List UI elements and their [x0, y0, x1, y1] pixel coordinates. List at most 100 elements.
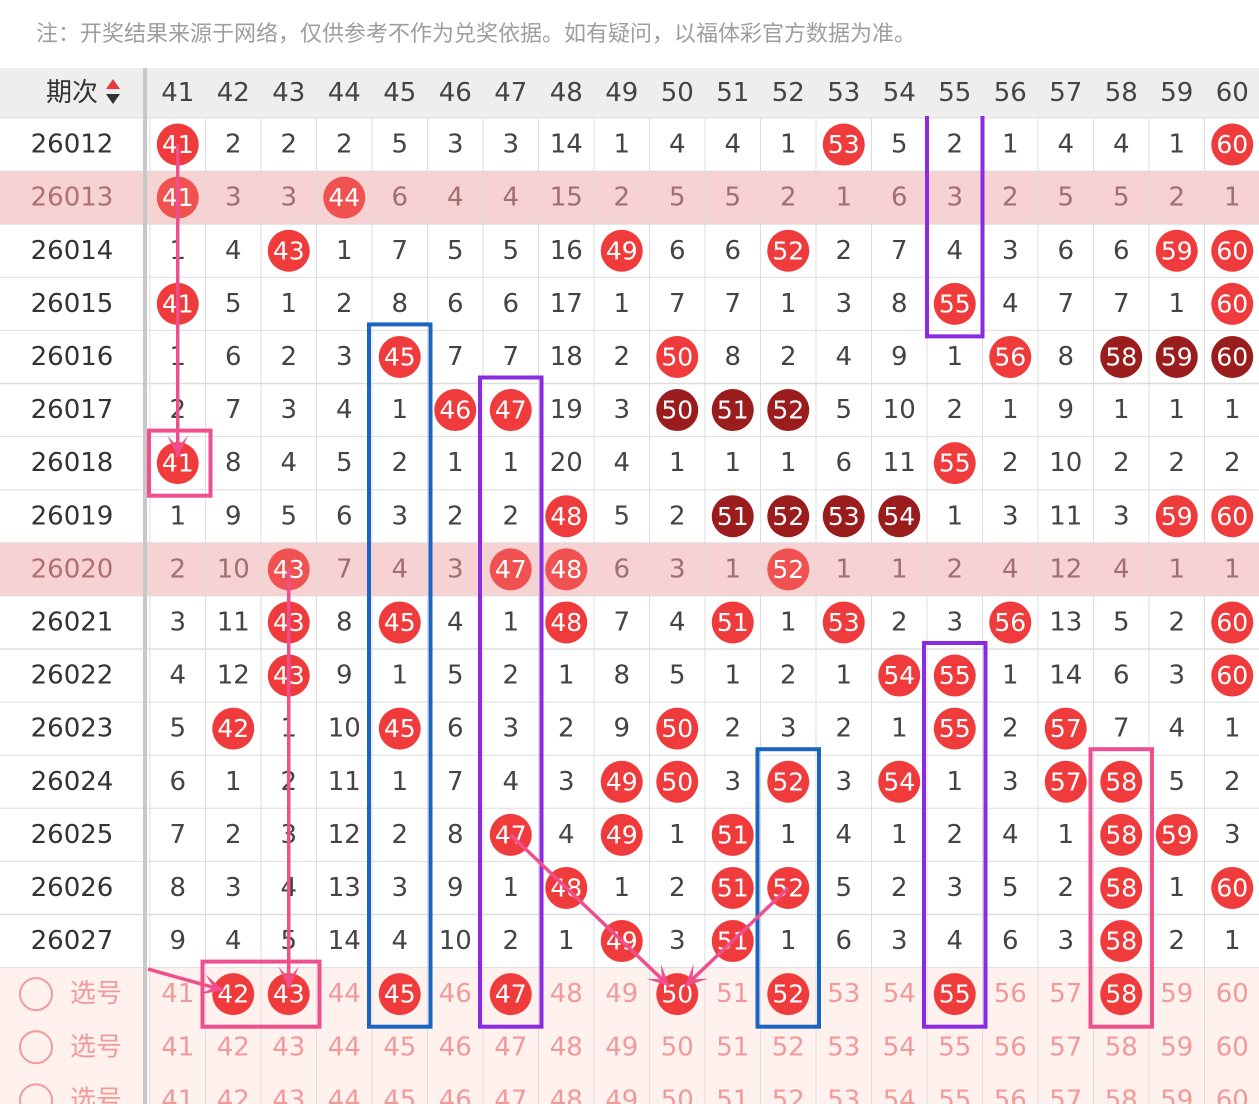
draw-ball — [1211, 282, 1254, 325]
ball-number: 44 — [328, 183, 360, 212]
selected-number[interactable]: 47 — [495, 980, 527, 1009]
pick-radio[interactable] — [19, 977, 53, 1012]
pick-number[interactable]: 42 — [217, 1085, 250, 1104]
pick-number[interactable]: 54 — [883, 1032, 916, 1062]
pick-number[interactable]: 41 — [161, 1085, 194, 1104]
selected-number[interactable]: 58 — [1105, 980, 1137, 1009]
pick-number[interactable]: 54 — [883, 979, 916, 1009]
pick-number[interactable]: 45 — [383, 1085, 416, 1104]
miss-count: 7 — [169, 820, 186, 850]
pick-number[interactable]: 57 — [1049, 1085, 1082, 1104]
pick-number[interactable]: 60 — [1216, 1085, 1249, 1104]
pick-number[interactable]: 49 — [605, 1085, 638, 1104]
miss-count: 5 — [391, 130, 408, 160]
pick-number[interactable]: 53 — [827, 1085, 860, 1104]
pick-number[interactable]: 56 — [994, 1032, 1027, 1062]
pick-number[interactable]: 54 — [883, 1085, 916, 1104]
draw-ball — [711, 601, 754, 644]
draw-ball — [1155, 813, 1198, 856]
miss-count: 14 — [328, 926, 361, 956]
pick-number[interactable]: 49 — [605, 979, 638, 1009]
ball-number: 60 — [1216, 342, 1248, 371]
selected-ball[interactable] — [1100, 973, 1143, 1016]
pick-number[interactable]: 59 — [1160, 1085, 1193, 1104]
miss-count: 4 — [391, 926, 408, 956]
pick-number[interactable]: 60 — [1216, 979, 1249, 1009]
pick-number[interactable]: 52 — [772, 1032, 805, 1062]
pick-number[interactable]: 60 — [1216, 1032, 1249, 1062]
pick-number[interactable]: 55 — [938, 1085, 971, 1104]
miss-count: 6 — [1057, 236, 1074, 266]
ball-number: 47 — [495, 555, 527, 584]
pick-radio[interactable] — [19, 1030, 53, 1065]
selected-ball[interactable] — [212, 973, 255, 1016]
pick-number[interactable]: 48 — [550, 1085, 583, 1104]
pick-number[interactable]: 50 — [661, 1085, 694, 1104]
pick-number[interactable]: 44 — [328, 1032, 361, 1062]
pick-number[interactable]: 55 — [938, 1032, 971, 1062]
selected-number[interactable]: 55 — [939, 980, 971, 1009]
miss-count: 5 — [447, 661, 464, 691]
highlight-row-bg — [0, 171, 1259, 225]
sort-up-down-icon[interactable] — [106, 79, 120, 104]
miss-count: 6 — [835, 448, 852, 478]
period-number: 26012 — [31, 130, 114, 160]
pick-row-label[interactable]: 选号 — [70, 979, 122, 1009]
selected-ball[interactable] — [378, 973, 421, 1016]
selected-number[interactable]: 52 — [772, 980, 804, 1009]
pick-number[interactable]: 49 — [605, 1032, 638, 1062]
period-column-header[interactable]: 期次 — [46, 78, 98, 108]
pick-number[interactable]: 46 — [439, 1085, 472, 1104]
ball-number: 43 — [273, 236, 305, 265]
pick-number[interactable]: 51 — [716, 979, 749, 1009]
pick-radio[interactable] — [19, 1083, 53, 1104]
miss-count: 6 — [669, 236, 686, 266]
ball-number: 52 — [772, 555, 804, 584]
pick-number[interactable]: 42 — [217, 1032, 250, 1062]
pick-row-label[interactable]: 选号 — [70, 1085, 122, 1104]
pick-number[interactable]: 46 — [439, 979, 472, 1009]
pick-number[interactable]: 58 — [1105, 1085, 1138, 1104]
pick-number[interactable]: 43 — [272, 1032, 305, 1062]
pick-number[interactable]: 47 — [494, 1032, 527, 1062]
miss-count: 8 — [169, 873, 186, 903]
miss-count: 4 — [669, 607, 686, 637]
selected-number[interactable]: 42 — [217, 980, 249, 1009]
pick-number[interactable]: 47 — [494, 1085, 527, 1104]
pick-number[interactable]: 59 — [1160, 1032, 1193, 1062]
selected-number[interactable]: 45 — [384, 980, 416, 1009]
pick-number[interactable]: 56 — [994, 979, 1027, 1009]
miss-count: 1 — [1224, 395, 1241, 425]
pick-number[interactable]: 41 — [161, 1032, 194, 1062]
miss-count: 2 — [946, 820, 963, 850]
pick-number[interactable]: 56 — [994, 1085, 1027, 1104]
column-header-51: 51 — [716, 78, 749, 108]
pick-number[interactable]: 50 — [661, 1032, 694, 1062]
pick-number[interactable]: 57 — [1049, 979, 1082, 1009]
pick-number[interactable]: 52 — [772, 1085, 805, 1104]
pick-number[interactable]: 57 — [1049, 1032, 1082, 1062]
pick-number[interactable]: 58 — [1105, 1032, 1138, 1062]
pick-number[interactable]: 53 — [827, 979, 860, 1009]
pick-number[interactable]: 48 — [550, 979, 583, 1009]
pick-number[interactable]: 44 — [328, 1085, 361, 1104]
pick-number[interactable]: 41 — [161, 979, 194, 1009]
pick-number[interactable]: 51 — [716, 1085, 749, 1104]
pick-number[interactable]: 59 — [1160, 979, 1193, 1009]
miss-count: 1 — [613, 289, 630, 319]
pick-number[interactable]: 43 — [272, 1085, 305, 1104]
pick-number[interactable]: 53 — [827, 1032, 860, 1062]
pick-number[interactable]: 45 — [383, 1032, 416, 1062]
miss-count: 2 — [669, 873, 686, 903]
arrow-to-42-head — [199, 974, 224, 995]
selected-ball[interactable] — [933, 973, 976, 1016]
selected-ball[interactable] — [489, 973, 532, 1016]
pick-number[interactable]: 46 — [439, 1032, 472, 1062]
pick-number[interactable]: 44 — [328, 979, 361, 1009]
selected-ball[interactable] — [767, 973, 810, 1016]
draw-ball — [656, 707, 699, 750]
pick-number[interactable]: 51 — [716, 1032, 749, 1062]
pick-number[interactable]: 48 — [550, 1032, 583, 1062]
pick-row-label[interactable]: 选号 — [70, 1032, 122, 1062]
selected-ball[interactable] — [267, 973, 310, 1016]
